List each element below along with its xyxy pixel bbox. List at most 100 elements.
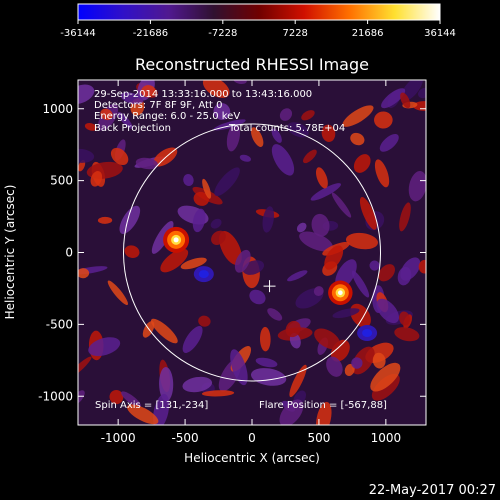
negative-source-core xyxy=(362,329,373,337)
image-fringe xyxy=(332,308,360,319)
image-fringe xyxy=(359,196,377,230)
image-fringe xyxy=(345,232,379,250)
image-fringe xyxy=(230,349,248,386)
image-fringe xyxy=(285,320,301,338)
image-fringe xyxy=(301,110,315,121)
image-fringe xyxy=(78,356,92,381)
image-fringe xyxy=(192,208,206,233)
y-tick-label: 500 xyxy=(50,174,73,188)
solar-limb-circle xyxy=(123,123,381,382)
y-tick-label: 1000 xyxy=(42,102,73,116)
image-fringe xyxy=(211,230,226,245)
image-fringe xyxy=(374,159,390,188)
x-tick-label: -1000 xyxy=(101,431,136,445)
image-fringe xyxy=(193,191,209,206)
method-text: Back Projection xyxy=(94,123,171,134)
image-fringe xyxy=(250,127,264,147)
image-fringe xyxy=(279,399,304,425)
image-fringe xyxy=(314,328,341,350)
image-fringe xyxy=(202,80,230,98)
image-fringe xyxy=(311,213,330,237)
x-axis-label: Heliocentric X (arcsec) xyxy=(184,451,320,465)
image-fringe xyxy=(150,318,178,344)
image-fringe xyxy=(107,280,128,306)
colorbar-tick-label: -36144 xyxy=(60,28,95,39)
image-fringe xyxy=(315,167,328,189)
image-fringe xyxy=(331,192,352,218)
image-fringe xyxy=(159,366,174,402)
image-fringe xyxy=(202,178,212,199)
footer-date: 22-May-2017 00:27 xyxy=(369,483,496,498)
source-peak xyxy=(173,237,179,243)
detectors-text: Detectors: 7F 8F 9F, Att 0 xyxy=(94,100,222,111)
image-fringe xyxy=(250,368,287,386)
image-fringe xyxy=(313,286,324,297)
image-fringe xyxy=(214,167,240,197)
image-fringe xyxy=(180,257,207,270)
time-range-text: 29-Sep-2014 13:33:16.000 to 13:43:16.000 xyxy=(94,89,312,100)
image-fringe xyxy=(310,183,342,201)
x-tick-label: -500 xyxy=(171,431,198,445)
image-fringe xyxy=(370,362,401,392)
image-fringe xyxy=(183,174,194,187)
image-fringe xyxy=(296,222,307,233)
image-fringe xyxy=(249,289,266,305)
image-fringe xyxy=(399,311,410,326)
colorbar-ticks: -36144 -21686 -7228 7228 21686 36144 xyxy=(60,20,456,39)
image-fringe xyxy=(397,266,412,286)
image-fringe xyxy=(321,124,336,142)
y-tick-label: 0 xyxy=(65,246,73,260)
source-peak xyxy=(337,290,343,296)
image-fringe xyxy=(342,105,374,127)
image-fringe xyxy=(374,111,393,129)
colorbar: -36144 -21686 -7228 7228 21686 36144 xyxy=(60,3,456,39)
image-fringe xyxy=(255,357,278,368)
spin-axis-marker xyxy=(263,280,276,293)
colorbar-tick-label: 21686 xyxy=(352,28,384,39)
image-fringe xyxy=(121,391,141,408)
image-fringe xyxy=(78,268,90,279)
image-area xyxy=(78,80,426,425)
image-fringe xyxy=(117,112,133,129)
image-fringe xyxy=(289,364,307,398)
image-fringe xyxy=(394,327,420,342)
image-fringe xyxy=(372,352,386,369)
image-fringe xyxy=(226,123,241,152)
image-fringe xyxy=(376,298,400,324)
image-fringe xyxy=(262,206,275,233)
image-fringe xyxy=(418,87,426,99)
image-fringe xyxy=(198,315,211,327)
y-axis-label: Heliocentric Y (arcsec) xyxy=(3,185,17,320)
image-fringe xyxy=(303,149,317,164)
x-tick-label: 0 xyxy=(248,431,256,445)
image-fringe xyxy=(182,376,213,393)
image-fringe xyxy=(141,85,156,98)
image-fringe xyxy=(109,389,124,405)
image-fringe xyxy=(350,132,365,146)
image-fringe xyxy=(324,245,344,270)
image-fringe xyxy=(120,92,144,105)
image-fringe xyxy=(287,122,309,138)
image-fringe xyxy=(287,270,308,282)
x-tick-label: 1000 xyxy=(371,431,402,445)
image-fringe xyxy=(182,325,203,353)
sources xyxy=(163,226,378,341)
spin-axis-text: Spin Axis = [131,-234] xyxy=(95,400,208,411)
image-fringe xyxy=(88,337,121,357)
flare-position-text: Flare Position = [-567,88] xyxy=(259,400,387,411)
image-fringe xyxy=(344,363,355,376)
y-axis: 1000 500 0 -500 -1000 xyxy=(38,102,426,403)
y-tick-label: -1000 xyxy=(38,389,73,403)
image-fringe xyxy=(239,154,251,162)
image-fringe xyxy=(408,170,426,202)
x-tick-label: 500 xyxy=(307,431,330,445)
colorbar-tick-label: -21686 xyxy=(133,28,168,39)
colorbar-strip xyxy=(77,3,441,21)
image-fringe xyxy=(400,92,411,109)
colorbar-tick-label: -7228 xyxy=(208,28,237,39)
colorbar-tick-label: 7228 xyxy=(282,28,307,39)
image-fringe xyxy=(378,264,395,282)
image-fringe xyxy=(271,144,295,176)
image-fringe xyxy=(299,231,333,252)
